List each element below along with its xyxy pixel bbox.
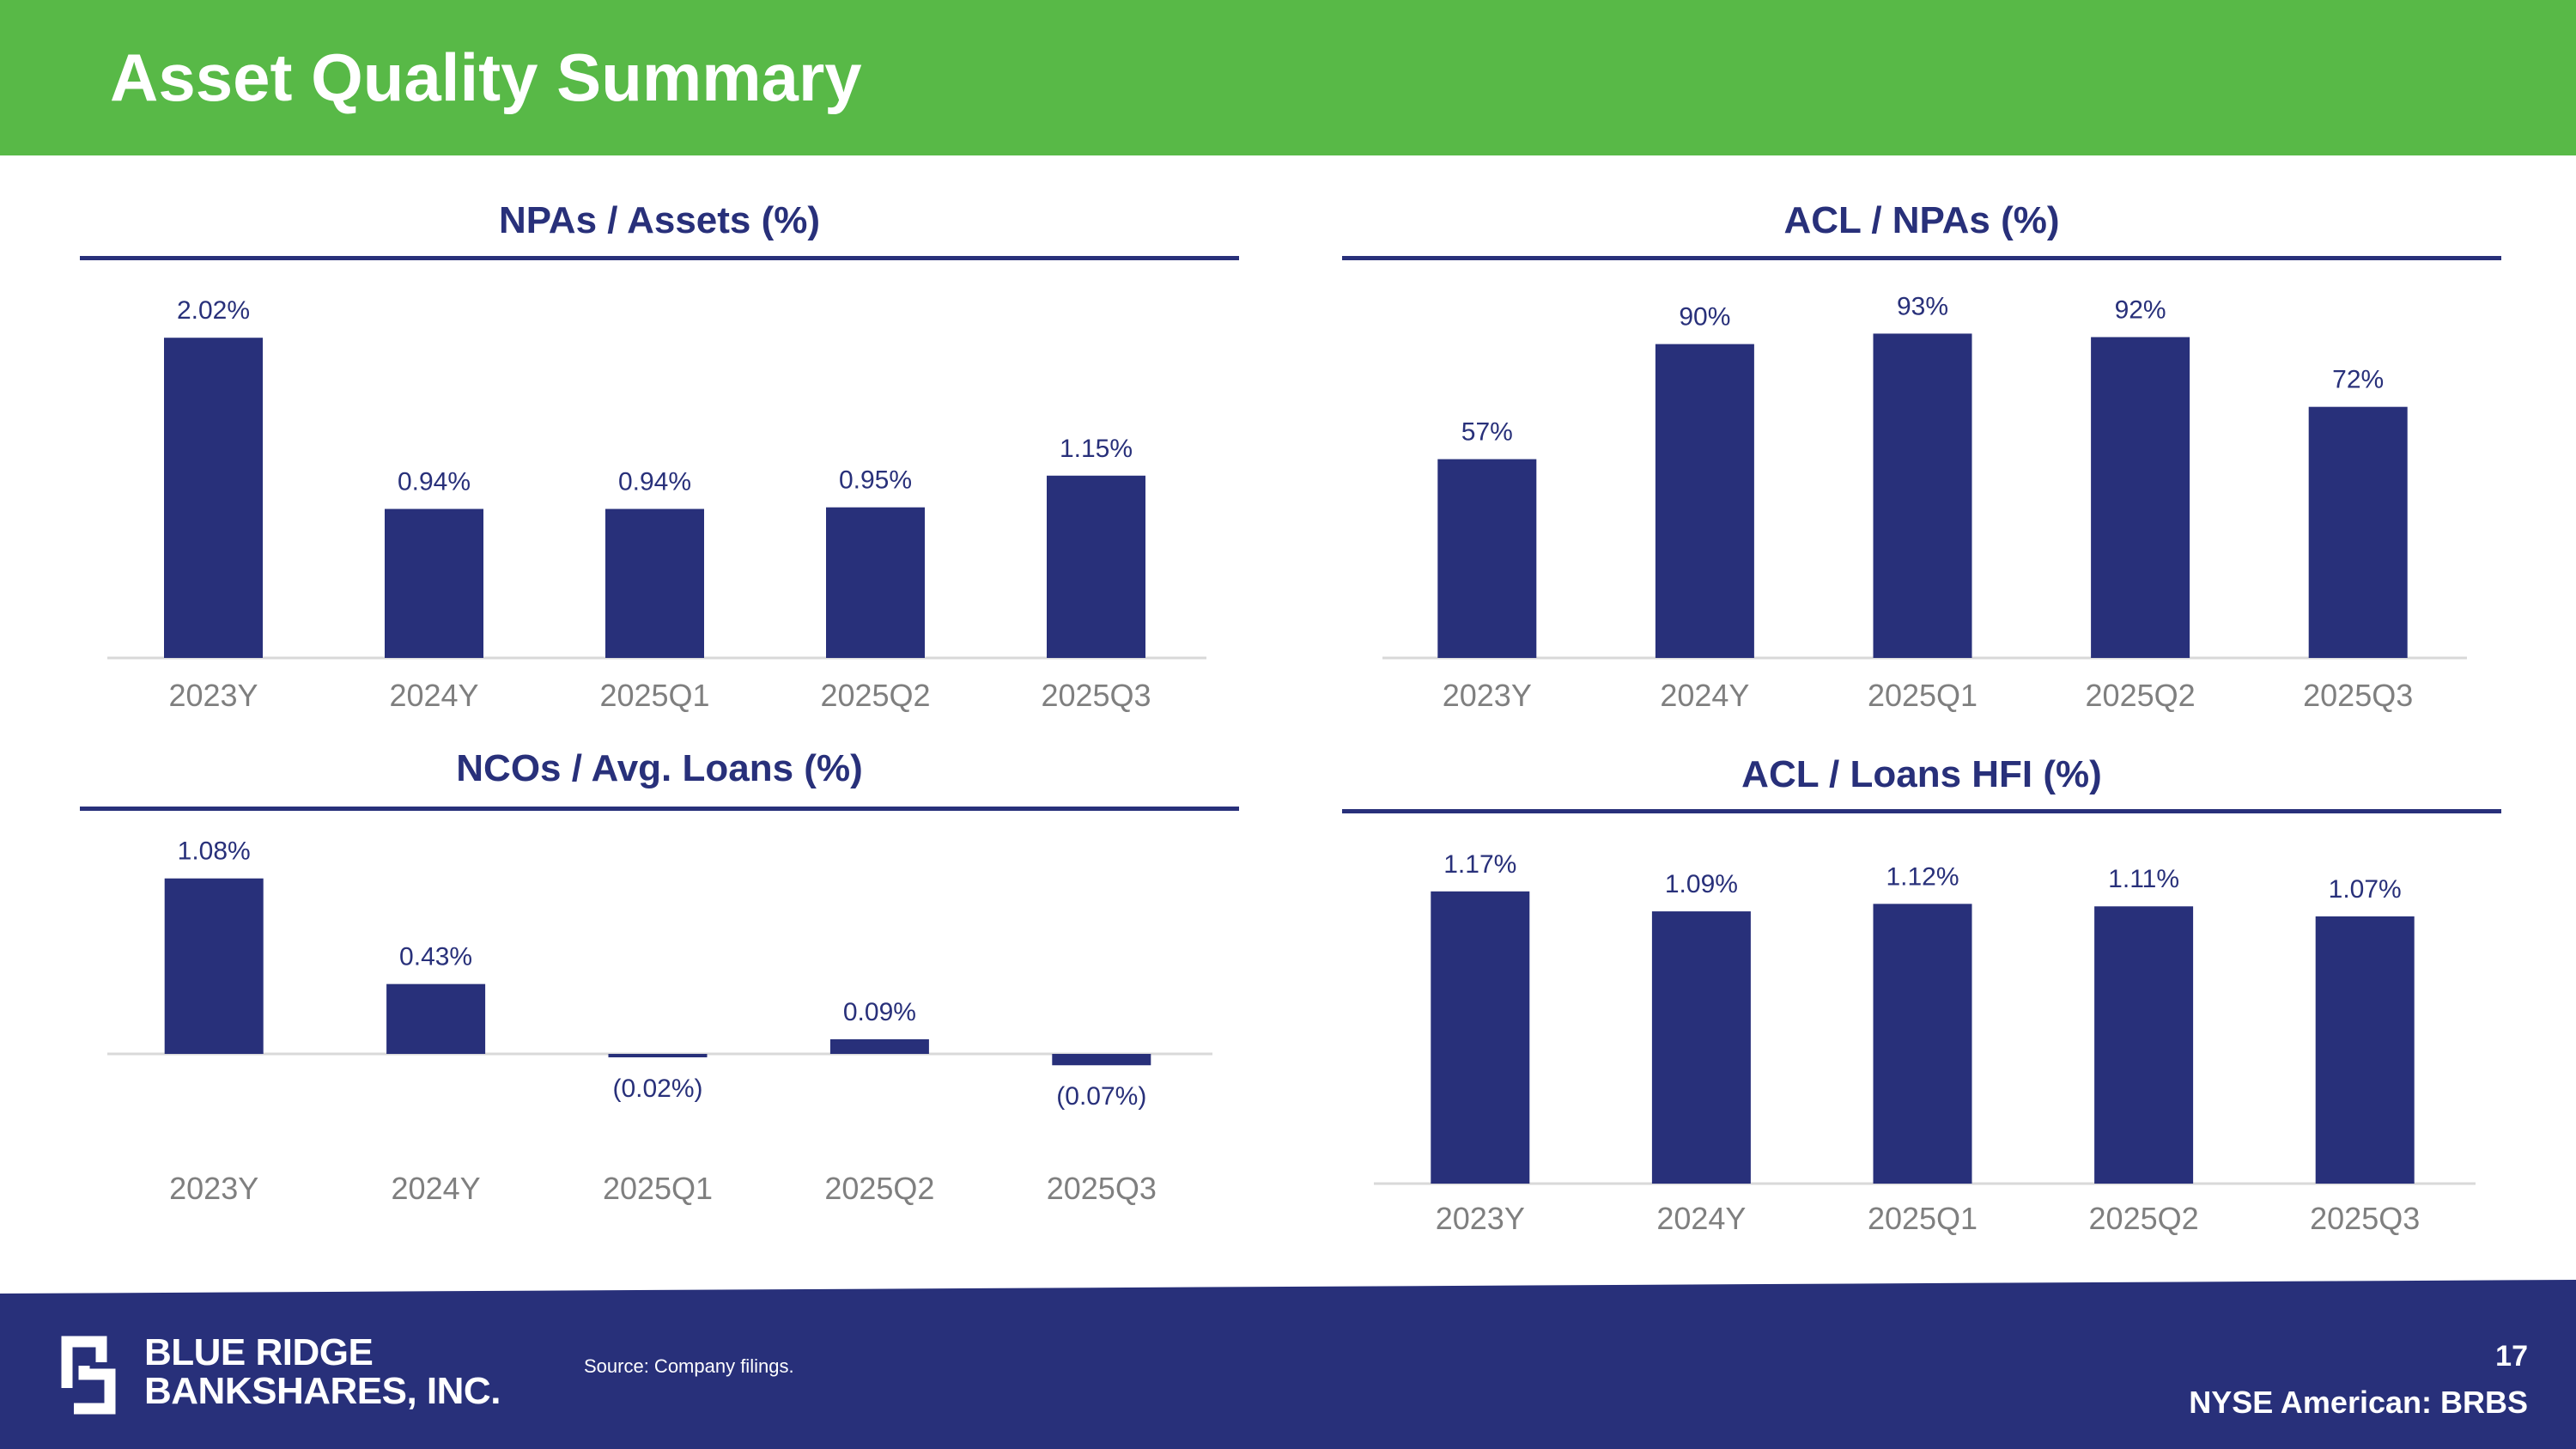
data-label: 1.17%: [1443, 850, 1516, 879]
data-label: 0.09%: [843, 998, 916, 1026]
bar-2023Y: [1431, 891, 1530, 1184]
bar-2024Y: [385, 508, 483, 658]
bar-2023Y: [164, 338, 263, 658]
bar-2024Y: [1655, 344, 1754, 658]
data-label: 0.95%: [839, 466, 912, 495]
x-tick-label: 2023Y: [169, 1171, 258, 1206]
bar-2025Q2: [829, 1038, 929, 1054]
data-label: 90%: [1679, 303, 1730, 332]
chart-title: NPAs / Assets (%): [498, 199, 821, 241]
data-label: 1.09%: [1665, 870, 1738, 898]
x-tick-label: 2025Q3: [1041, 678, 1151, 713]
x-tick-label: 2024Y: [392, 1171, 481, 1206]
data-label: 1.11%: [2108, 865, 2179, 893]
bar-2024Y: [1651, 911, 1751, 1184]
data-label: 2.02%: [177, 296, 250, 325]
title-divider: [1342, 809, 2501, 813]
data-label: 1.08%: [178, 837, 251, 866]
data-label: (0.07%): [1056, 1082, 1146, 1111]
data-label: 92%: [2115, 295, 2166, 324]
bar-2023Y: [164, 878, 264, 1054]
data-label: 0.94%: [398, 468, 471, 496]
data-label: (0.02%): [612, 1075, 702, 1103]
bar-2025Q1: [1873, 333, 1972, 658]
title-divider: [80, 807, 1239, 811]
x-tick-label: 2024Y: [389, 678, 478, 713]
bar-2025Q2: [2094, 906, 2194, 1184]
bar-2025Q3: [1047, 475, 1145, 658]
bar-2025Q1: [1873, 904, 1972, 1184]
bar-2025Q1: [605, 508, 704, 658]
bar-2025Q3: [2315, 916, 2415, 1184]
data-label: 0.94%: [618, 468, 691, 496]
chart-title: NCOs / Avg. Loans (%): [456, 747, 863, 789]
x-tick-label: 2025Q3: [2310, 1201, 2420, 1236]
data-label: 1.07%: [2329, 875, 2402, 904]
page-title: Asset Quality Summary: [110, 40, 862, 115]
x-tick-label: 2025Q2: [2086, 678, 2196, 713]
x-tick-label: 2025Q2: [2089, 1201, 2199, 1236]
data-label: 1.12%: [1886, 862, 1959, 891]
data-label: 1.15%: [1060, 435, 1133, 463]
x-tick-label: 2023Y: [1436, 1201, 1525, 1236]
bar-2025Q3: [1052, 1054, 1151, 1066]
x-tick-label: 2024Y: [1656, 1201, 1746, 1236]
data-label: 93%: [1897, 292, 1948, 320]
bar-2024Y: [386, 983, 486, 1054]
bar-2025Q3: [2308, 406, 2408, 658]
x-tick-label: 2025Q1: [1868, 1201, 1978, 1236]
x-tick-label: 2023Y: [168, 678, 258, 713]
bar-2025Q2: [2091, 337, 2190, 658]
x-tick-label: 2025Q1: [603, 1171, 713, 1206]
bar-2025Q2: [826, 507, 925, 658]
x-tick-label: 2024Y: [1660, 678, 1749, 713]
x-tick-label: 2025Q2: [824, 1171, 934, 1206]
data-label: 57%: [1461, 418, 1513, 447]
data-label: 0.43%: [399, 943, 472, 971]
header-bar: Asset Quality Summary: [0, 0, 2576, 155]
x-tick-label: 2025Q1: [599, 678, 709, 713]
bar-2023Y: [1437, 459, 1537, 658]
x-tick-label: 2025Q3: [1047, 1171, 1157, 1206]
chart-title: ACL / Loans HFI (%): [1741, 753, 2102, 795]
x-tick-label: 2025Q2: [820, 678, 930, 713]
x-tick-label: 2025Q1: [1868, 678, 1978, 713]
data-label: 72%: [2332, 366, 2384, 394]
title-divider: [1342, 256, 2501, 260]
x-tick-label: 2025Q3: [2303, 678, 2413, 713]
title-divider: [80, 256, 1239, 260]
chart-title: ACL / NPAs (%): [1783, 199, 2060, 241]
x-tick-label: 2023Y: [1443, 678, 1532, 713]
bar-2025Q1: [608, 1054, 708, 1057]
